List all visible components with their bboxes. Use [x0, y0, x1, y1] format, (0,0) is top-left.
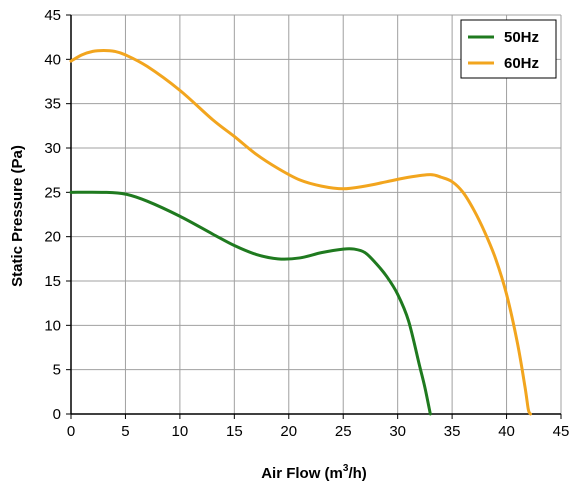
x-tick-label: 10	[172, 423, 189, 440]
y-tick-label: 45	[44, 7, 61, 24]
y-tick-label: 40	[44, 51, 61, 68]
legend: 50Hz 60Hz	[460, 19, 557, 79]
series-line-60hz	[69, 48, 533, 416]
series-line-50hz	[69, 190, 432, 416]
x-tick-label: 40	[498, 423, 515, 440]
legend-label-50hz: 50Hz	[504, 29, 539, 46]
x-tick-label: 0	[67, 423, 75, 440]
x-tick-label: 25	[335, 423, 352, 440]
gridlines	[71, 14, 562, 414]
legend-box	[460, 19, 557, 79]
x-tick-label: 45	[553, 423, 570, 440]
x-axis-title: Air Flow (m3/h)	[261, 463, 367, 482]
y-tick-label: 10	[44, 317, 61, 334]
data-series	[69, 48, 533, 416]
y-axis-title: Static Pressure (Pa)	[9, 145, 26, 287]
x-tick-label: 35	[444, 423, 461, 440]
y-tick-label: 30	[44, 140, 61, 157]
tick-labels: 0 5 10 15 20 25 30 35 40 45 0 5 10 15 20 25 30 35 40 45	[44, 7, 569, 440]
y-tick-label: 5	[53, 362, 61, 379]
y-tick-label: 20	[44, 229, 61, 246]
x-tick-label: 20	[280, 423, 297, 440]
legend-label-60hz: 60Hz	[504, 55, 539, 72]
y-tick-label: 15	[44, 273, 61, 290]
x-tick-label: 5	[121, 423, 129, 440]
axes	[66, 14, 562, 419]
y-tick-label: 0	[53, 406, 61, 423]
y-tick-label: 25	[44, 184, 61, 201]
x-tick-label: 30	[389, 423, 406, 440]
y-tick-label: 35	[44, 96, 61, 113]
x-tick-label: 15	[226, 423, 243, 440]
